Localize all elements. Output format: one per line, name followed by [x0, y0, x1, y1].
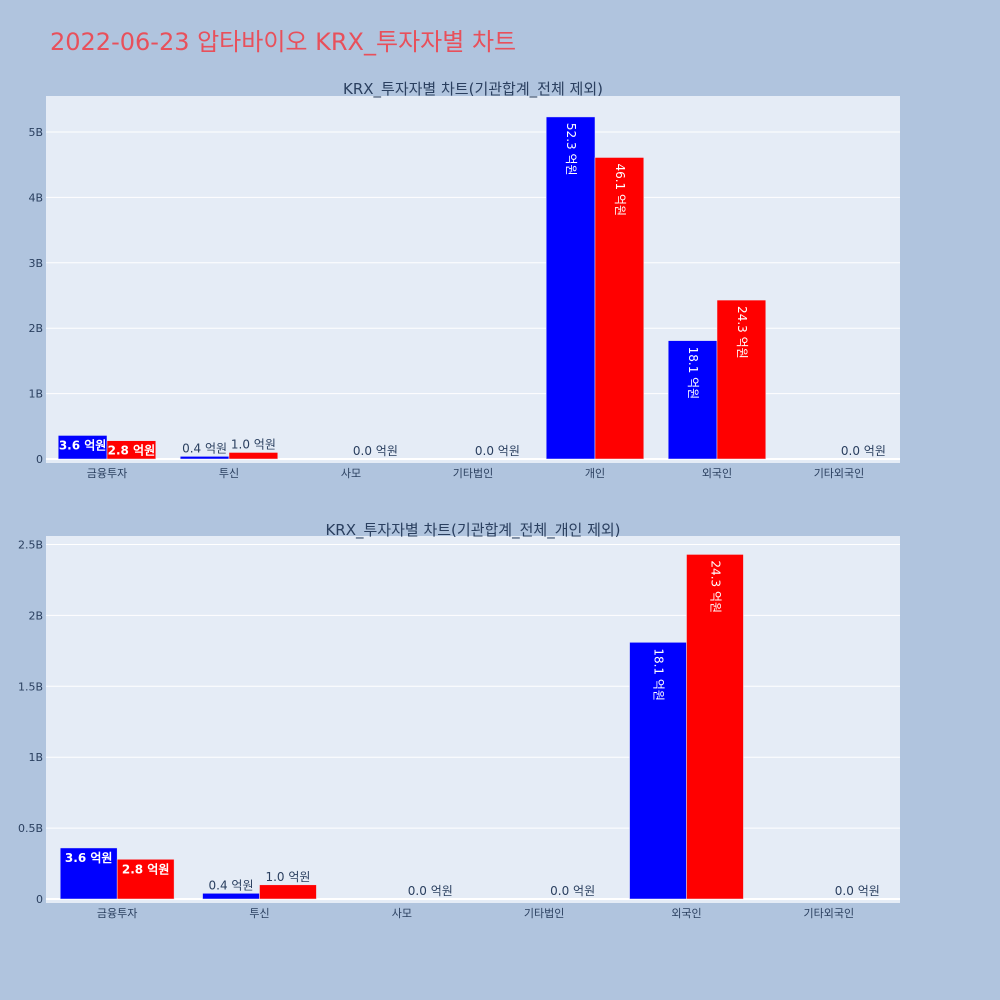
data-label: 3.6 억원 — [65, 851, 113, 865]
data-label: 18.1 억원 — [652, 648, 666, 701]
data-label: 46.1 억원 — [613, 163, 627, 216]
x-tick-label: 외국인 — [702, 467, 732, 480]
data-label: 24.3 억원 — [708, 560, 722, 613]
data-label: 0.0 억원 — [408, 884, 453, 898]
x-tick-label: 투신 — [219, 467, 239, 480]
bar — [116, 859, 175, 900]
x-tick-label: 금융투자 — [97, 907, 137, 920]
data-label: 2.8 억원 — [122, 862, 170, 876]
bar — [259, 884, 317, 900]
x-tick-label: 사모 — [341, 467, 361, 480]
chart-2: KRX_투자자별 차트(기관합계_전체_개인 제외) 0 0.5B 1B 1.5B 2B 2… — [18, 521, 900, 920]
data-label: 0.0 억원 — [550, 884, 595, 898]
bar — [228, 452, 279, 460]
y-tick-label: 5B — [28, 126, 43, 139]
chart-1: KRX_투자자별 차트(기관합계_전체 제외) 0 1B 2B 3B 4B 5B 금융투자 3.… — [28, 80, 900, 480]
data-label: 0.0 억원 — [353, 444, 398, 458]
y-tick-label: 1B — [28, 388, 43, 401]
data-label: 52.3 억원 — [564, 123, 578, 176]
bar — [667, 340, 718, 460]
x-tick-label: 기타외국인 — [814, 467, 865, 480]
x-tick-label: 개인 — [585, 467, 605, 480]
data-label: 24.3 억원 — [735, 306, 749, 359]
data-label: 0.4 억원 — [182, 441, 227, 455]
x-tick-label: 외국인 — [671, 907, 701, 920]
data-label: 0.0 억원 — [841, 444, 886, 458]
y-tick-label: 0 — [36, 453, 43, 466]
x-tick-label: 금융투자 — [87, 467, 127, 480]
bar — [179, 456, 230, 460]
y-tick-label: 0.5B — [18, 822, 43, 835]
page-title: 2022-06-23 압타바이오 KRX_투자자별 차트 — [50, 28, 517, 56]
chart-title: KRX_투자자별 차트(기관합계_전체 제외) — [343, 80, 603, 99]
data-label: 3.6 억원 — [59, 438, 107, 452]
y-tick-label: 2.5B — [18, 539, 43, 552]
bar — [686, 554, 744, 900]
x-tick-label: 기타외국인 — [804, 907, 855, 920]
data-label: 1.0 억원 — [231, 437, 276, 451]
x-tick-label: 투신 — [249, 907, 269, 920]
bar — [106, 440, 157, 460]
data-label: 0.0 억원 — [835, 884, 880, 898]
data-label: 0.0 억원 — [475, 444, 520, 458]
y-tick-label: 2B — [28, 322, 43, 335]
bar — [545, 116, 596, 460]
data-label: 1.0 억원 — [265, 870, 310, 884]
x-tick-label: 기타법인 — [524, 907, 564, 920]
y-tick-label: 0 — [36, 893, 43, 906]
x-tick-label: 사모 — [392, 907, 412, 920]
data-label: 0.4 억원 — [209, 878, 254, 892]
bar — [59, 847, 118, 900]
y-tick-label: 4B — [28, 191, 43, 204]
bar — [716, 299, 767, 460]
bar — [594, 157, 645, 460]
plot-area — [46, 96, 900, 463]
plot-area — [46, 536, 900, 903]
bar — [202, 893, 260, 900]
y-tick-label: 2B — [28, 609, 43, 622]
x-tick-label: 기타법인 — [453, 467, 493, 480]
y-tick-label: 1B — [28, 751, 43, 764]
y-tick-label: 1.5B — [18, 680, 43, 693]
data-label: 2.8 억원 — [108, 444, 156, 458]
y-tick-label: 3B — [28, 257, 43, 270]
data-label: 18.1 억원 — [686, 347, 700, 400]
chart-title: KRX_투자자별 차트(기관합계_전체_개인 제외) — [325, 521, 620, 540]
